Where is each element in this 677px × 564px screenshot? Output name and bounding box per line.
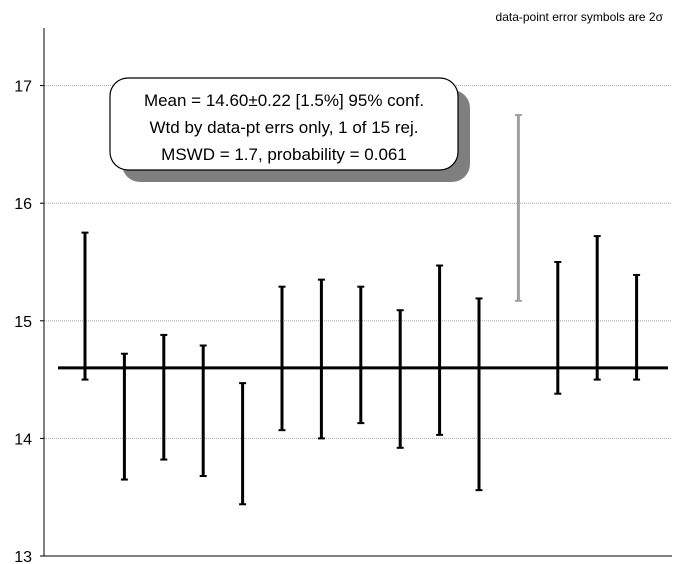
y-tick-labels: 13 14 15 16 17 xyxy=(14,79,44,564)
error-symbol-note-text: data-point error symbols are 2 xyxy=(495,10,656,24)
y-tick-label: 13 xyxy=(14,549,32,564)
error-symbol-note: data-point error symbols are 2σ xyxy=(496,10,663,24)
stats-mswd-line: MSWD = 1.7, probability = 0.061 xyxy=(161,145,407,164)
error-bar xyxy=(357,285,365,425)
y-tick-label: 15 xyxy=(14,314,32,331)
error-bar xyxy=(475,297,483,492)
error-bar xyxy=(317,278,325,440)
stats-weighting-line: Wtd by data-pt errs only, 1 of 15 rej. xyxy=(150,118,419,137)
error-bar xyxy=(239,382,247,506)
error-bar xyxy=(278,285,286,432)
error-bar xyxy=(396,309,404,449)
sigma-symbol: σ xyxy=(655,10,663,24)
stats-box: Mean = 14.60±0.22 [1.5%] 95% conf. Wtd b… xyxy=(109,77,470,182)
error-bar xyxy=(633,273,641,381)
error-bar xyxy=(436,264,444,436)
error-bar xyxy=(120,352,128,481)
error-bar xyxy=(554,261,562,395)
error-bar-rejected xyxy=(514,114,522,302)
error-bars xyxy=(81,114,641,506)
stats-box-frame xyxy=(109,77,459,171)
y-tick-label: 14 xyxy=(14,431,32,448)
error-bar xyxy=(81,231,89,381)
error-bar xyxy=(593,235,601,381)
y-tick-label: 17 xyxy=(14,79,32,96)
error-bar xyxy=(160,333,168,461)
y-tick-label: 16 xyxy=(14,196,32,213)
error-bar xyxy=(199,344,207,478)
stats-mean-line: Mean = 14.60±0.22 [1.5%] 95% conf. xyxy=(144,91,424,110)
